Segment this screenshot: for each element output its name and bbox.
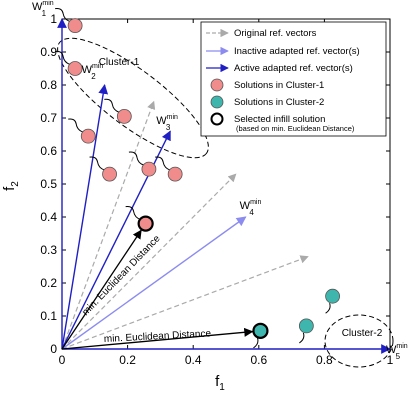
cluster-1-solution (67, 18, 83, 34)
y-tick-label: 0.3 (40, 243, 57, 257)
association-curve (104, 98, 120, 113)
cluster-1-solution (167, 166, 183, 182)
solution-points (67, 18, 341, 339)
cluster-ellipses (57, 37, 394, 368)
association-curve (55, 50, 71, 65)
association-curve (125, 205, 141, 221)
y-tick-label: 0.5 (40, 177, 57, 191)
legend-box (200, 21, 387, 137)
cluster-1-solution (67, 61, 83, 76)
y-tick-label: 0.9 (40, 45, 57, 59)
cluster-1-label: Cluster-1 (99, 57, 140, 68)
y-tick-label: 1 (50, 12, 57, 26)
cluster-1-ellipse (57, 37, 209, 159)
legend-label-selected: Selected infill solution (234, 114, 325, 125)
association-curve (325, 303, 331, 314)
y-tick-label: 0 (50, 342, 57, 356)
cluster-1-solution (80, 128, 96, 144)
selected-infill-solution (252, 322, 269, 339)
x-tick-label: 0 (59, 353, 66, 367)
legend-swatch-cluster-1 (210, 78, 224, 92)
axis-ticks: 0 0.2 0.4 0.6 0.8 1 0 0.1 0.2 0.3 0.4 0.5 0.6 0.7 0.8 0… (40, 12, 393, 367)
original-ref-vector (61, 173, 237, 350)
reference-vectors (57, 18, 391, 354)
cluster-2-label: Cluster-2 (342, 328, 383, 339)
cluster-2-solution (325, 288, 341, 304)
legend-label-cluster-2: Solutions in Cluster-2 (234, 97, 324, 108)
active-adapted-ref-vector (61, 84, 109, 350)
legend-swatch-selected (210, 112, 224, 126)
legend-label-cluster-1: Solutions in Cluster-1 (234, 80, 324, 91)
cluster-2-solution (298, 318, 314, 334)
distance-label-cluster-2: min. Euclidean Distance (104, 328, 212, 345)
vector-label-w1: Wmin 1 (32, 0, 54, 18)
y-tick-label: 0.7 (40, 111, 57, 125)
x-tick-label: 0.8 (316, 353, 333, 367)
x-axis-label: f1 (215, 373, 225, 393)
vector-label-w3: Wmin 3 (156, 114, 178, 132)
legend: Original ref. vectors Inactive adapted r… (200, 21, 387, 137)
cluster-2-ellipse (324, 314, 394, 368)
y-tick-label: 0.6 (40, 144, 57, 158)
cluster-1-solution (116, 108, 132, 124)
vector-label-w4: Wmin 4 (240, 199, 262, 217)
vector-label-w5: Wmin 5 (386, 343, 408, 361)
association-curve (89, 156, 105, 171)
x-tick-label: 0.2 (119, 353, 136, 367)
min-distance-arrow (61, 229, 142, 350)
legend-swatch-cluster-2 (210, 95, 224, 109)
selected-infill-solution (137, 215, 154, 232)
x-tick-label: 0.4 (185, 353, 202, 367)
x-tick-label: 0.6 (250, 353, 267, 367)
inactive-adapted-ref-vector (61, 216, 247, 350)
min-distance-arrow (61, 327, 254, 350)
association-curve (253, 337, 259, 349)
cluster-1-solution (102, 166, 117, 182)
association-curve (299, 332, 305, 344)
association-curve (155, 156, 171, 171)
y-tick-label: 0.2 (40, 276, 57, 290)
legend-sublabel-selected: (based on min. Euclidean Distance) (236, 124, 355, 133)
y-axis-label: f2 (1, 181, 21, 191)
y-tick-label: 0.4 (40, 210, 57, 224)
original-ref-vector (61, 100, 156, 350)
original-ref-vector (61, 255, 309, 350)
legend-label-original: Original ref. vectors (234, 28, 317, 39)
legend-label-inactive: Inactive adapted ref. vector(s) (234, 46, 360, 57)
vector-label-w2: Wmin 2 (82, 63, 104, 81)
association-curve (128, 151, 145, 166)
y-tick-label: 0.8 (40, 78, 57, 92)
association-links (55, 7, 331, 350)
y-tick-label: 0.1 (40, 309, 57, 323)
vector-labels: Wmin 1 Wmin 2 Wmin 3 Wmin 4 Wmin 5 (32, 0, 408, 361)
association-curve (68, 118, 84, 133)
cluster-1-solution (141, 161, 157, 177)
legend-label-active: Active adapted ref. vector(s) (234, 63, 353, 74)
association-curve (55, 7, 71, 23)
x-tick-label: 1 (387, 353, 394, 367)
